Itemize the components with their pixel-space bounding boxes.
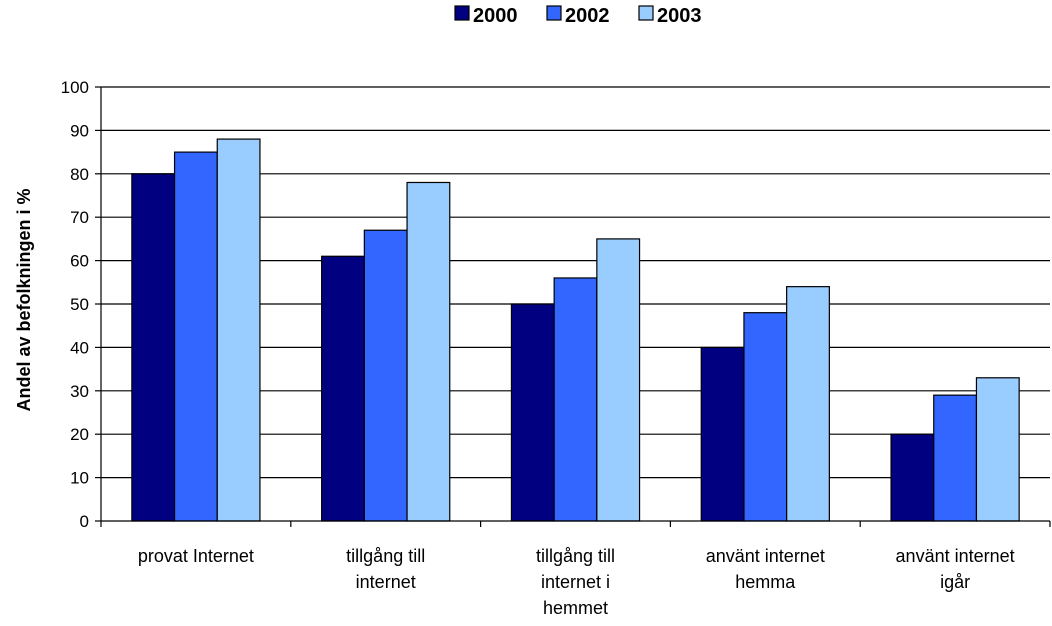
y-tick-label: 100 (61, 78, 89, 97)
bar-2002-3 (553, 277, 598, 522)
category-label: tillgång till internet i hemmet (536, 546, 615, 618)
bar-2000-2 (321, 255, 365, 522)
bar-2003-1 (216, 138, 261, 522)
bar-2000-5 (890, 433, 935, 522)
bar-2002-5 (933, 394, 978, 522)
y-tick-label: 20 (70, 425, 89, 444)
legend-label-2000: 2000 (473, 5, 518, 27)
bar-2002-2 (363, 229, 408, 522)
bar-2003-5 (975, 377, 1020, 522)
y-tick-label: 70 (70, 208, 89, 227)
legend-swatch-2000 (454, 5, 470, 21)
y-tick-label: 90 (70, 121, 89, 140)
category-label: använt internet igår (896, 546, 1015, 592)
bar-2002-4 (743, 312, 788, 522)
axes (95, 86, 1051, 527)
y-tick-label: 50 (70, 295, 89, 314)
y-tick-label: 80 (70, 165, 89, 184)
category-label: tillgång till internet (346, 546, 425, 592)
bars (131, 138, 1020, 522)
y-tick-label: 0 (80, 512, 89, 531)
category-labels: provat Internet tillgång till internet till… (138, 546, 1015, 618)
legend-swatch-2002 (546, 5, 562, 21)
y-axis-title: Andel av befolkningen i % (14, 188, 34, 411)
legend-swatch-2003 (638, 5, 654, 21)
bar-2000-1 (131, 173, 176, 522)
bar-2000-4 (700, 346, 745, 522)
bar-2003-3 (596, 238, 641, 522)
y-tick-label: 10 (70, 469, 89, 488)
y-tick-labels: 0 10 20 30 40 50 60 70 80 90 100 (61, 78, 89, 531)
bar-2003-2 (406, 181, 451, 522)
category-label: provat Internet (138, 546, 254, 566)
bar-2002-1 (173, 151, 218, 522)
legend-label-2003: 2003 (657, 5, 702, 27)
legend-label-2002: 2002 (565, 5, 610, 27)
bar-2003-4 (786, 286, 830, 522)
legend: 2000 2002 2003 (454, 5, 702, 27)
y-tick-label: 30 (70, 382, 89, 401)
category-label: använt internet hemma (706, 546, 825, 592)
y-tick-label: 60 (70, 252, 89, 271)
y-tick-label: 40 (70, 338, 89, 357)
bar-2000-3 (510, 303, 555, 522)
